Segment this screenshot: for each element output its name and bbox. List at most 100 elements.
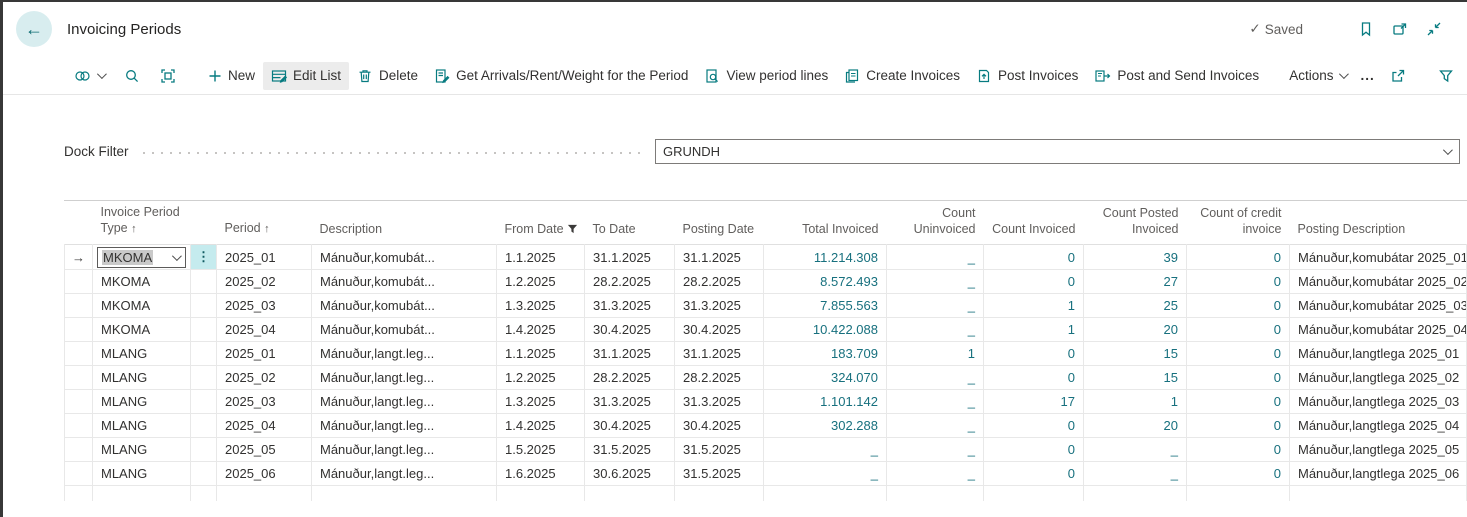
cell-period[interactable]: 2025_01 (216, 341, 312, 366)
cell-to-date[interactable]: 31.1.2025 (584, 244, 675, 270)
cell-period[interactable]: 2025_04 (216, 413, 312, 438)
cell-posting-description[interactable]: Mánuður,langtlega 2025_02 (1289, 365, 1467, 390)
cell-total-invoiced[interactable]: _ (763, 437, 887, 462)
cell-count-of-credit-invoice[interactable]: 0 (1186, 269, 1290, 294)
cell-to-date[interactable]: 30.4.2025 (584, 413, 675, 438)
cell-total-invoiced[interactable]: 302.288 (763, 413, 887, 438)
cell-posting-date[interactable]: 30.4.2025 (674, 317, 764, 342)
cell-from-date[interactable]: 1.4.2025 (496, 317, 585, 342)
cell-description[interactable]: Mánuður,langt.leg... (311, 341, 497, 366)
cell-period[interactable]: 2025_03 (216, 293, 312, 318)
cell-count-posted-invoiced[interactable]: 20 (1083, 413, 1187, 438)
cell-to-date[interactable]: 31.5.2025 (584, 437, 675, 462)
cell-count-of-credit-invoice[interactable]: 0 (1186, 461, 1290, 486)
cell-posting-description[interactable]: Mánuður,komubátar 2025_03 (1289, 293, 1467, 318)
cell-count-invoiced[interactable]: 1 (983, 317, 1084, 342)
post-and-send-button[interactable]: Post and Send Invoices (1086, 62, 1267, 90)
cell-count-invoiced[interactable]: 0 (983, 244, 1084, 270)
cell-count-uninvoiced[interactable]: _ (886, 365, 984, 390)
get-arrivals-button[interactable]: Get Arrivals/Rent/Weight for the Period (426, 62, 696, 90)
cell-description[interactable]: Mánuður,komubát... (311, 269, 497, 294)
dock-filter-combobox[interactable]: GRUNDH (655, 138, 1460, 164)
cell-posting-date[interactable]: 28.2.2025 (674, 269, 764, 294)
row-options-button[interactable]: ⋮ (191, 245, 216, 269)
cell-from-date[interactable]: 1.3.2025 (496, 293, 585, 318)
cell-invoice-period-type[interactable]: MKOMA (92, 244, 191, 270)
cell-description[interactable]: Mánuður,langt.leg... (311, 389, 497, 414)
cell-posting-description[interactable]: Mánuður,komubátar 2025_02 (1289, 269, 1467, 294)
cell-count-posted-invoiced[interactable]: 39 (1083, 244, 1187, 270)
cell-posting-description[interactable]: Mánuður,komubátar 2025_04 (1289, 317, 1467, 342)
cell-invoice-period-type[interactable]: MKOMA (92, 317, 191, 342)
cell-posting-date[interactable]: 30.4.2025 (674, 413, 764, 438)
cell-total-invoiced[interactable]: 11.214.308 (763, 244, 887, 270)
share-icon[interactable] (1381, 62, 1415, 90)
open-in-window-icon[interactable] (1383, 15, 1417, 43)
cell-count-of-credit-invoice[interactable]: 0 (1186, 317, 1290, 342)
cell-count-uninvoiced[interactable]: _ (886, 244, 984, 270)
cell-total-invoiced[interactable]: 8.572.493 (763, 269, 887, 294)
header-total-invoiced[interactable]: Total Invoiced (802, 222, 879, 236)
cell-to-date[interactable]: 31.1.2025 (584, 341, 675, 366)
search-button[interactable] (114, 62, 150, 90)
cell-posting-date[interactable]: 31.1.2025 (674, 244, 764, 270)
collapse-icon[interactable] (1417, 15, 1451, 43)
cell-count-uninvoiced[interactable]: _ (886, 317, 984, 342)
cell-posting-description[interactable]: Mánuður,langtlega 2025_03 (1289, 389, 1467, 414)
cell-invoice-period-type[interactable]: MLANG (92, 389, 191, 414)
cell-description[interactable]: Mánuður,langt.leg... (311, 461, 497, 486)
header-period[interactable]: Period ↑ (224, 221, 270, 235)
cell-invoice-period-type[interactable]: MKOMA (92, 269, 191, 294)
cell-count-uninvoiced[interactable]: _ (886, 389, 984, 414)
cell-posting-description[interactable]: Mánuður,langtlega 2025_01 (1289, 341, 1467, 366)
cell-count-uninvoiced[interactable]: _ (886, 437, 984, 462)
cell-from-date[interactable]: 1.4.2025 (496, 413, 585, 438)
table-row[interactable]: MLANG 2025_05 Mánuður,langt.leg... 1.5.2025… (64, 437, 1467, 462)
cell-count-of-credit-invoice[interactable]: 0 (1186, 389, 1290, 414)
cell-description[interactable]: Mánuður,langt.leg... (311, 437, 497, 462)
cell-description[interactable]: Mánuður,langt.leg... (311, 365, 497, 390)
more-options-button[interactable]: ... (1354, 62, 1380, 89)
header-posting-description[interactable]: Posting Description (1297, 222, 1406, 236)
cell-to-date[interactable]: 28.2.2025 (584, 269, 675, 294)
table-row[interactable]: → MKOMA ⋮ 2025_01 Mánuður,komubát... 1.1.2025… (64, 244, 1467, 270)
cell-total-invoiced[interactable]: 324.070 (763, 365, 887, 390)
cell-from-date[interactable]: 1.2.2025 (496, 365, 585, 390)
cell-to-date[interactable]: 31.3.2025 (584, 389, 675, 414)
header-posting-date[interactable]: Posting Date (682, 222, 755, 236)
cell-count-invoiced[interactable]: 0 (983, 269, 1084, 294)
filter-icon[interactable] (1429, 62, 1463, 90)
cell-from-date[interactable]: 1.1.2025 (496, 341, 585, 366)
header-invoice-period-type[interactable]: Invoice Period Type ↑ (100, 205, 180, 235)
actions-menu-button[interactable]: Actions (1281, 62, 1354, 89)
create-invoices-button[interactable]: Create Invoices (836, 62, 968, 90)
cell-count-posted-invoiced[interactable]: _ (1083, 437, 1187, 462)
cell-description[interactable]: Mánuður,komubát... (311, 317, 497, 342)
cell-invoice-period-type[interactable]: MLANG (92, 341, 191, 366)
cell-invoice-period-type[interactable]: MLANG (92, 413, 191, 438)
cell-posting-description[interactable]: Mánuður,langtlega 2025_06 (1289, 461, 1467, 486)
bookmark-icon[interactable] (1349, 15, 1383, 43)
cell-from-date[interactable]: 1.2.2025 (496, 269, 585, 294)
cell-count-invoiced[interactable]: 0 (983, 365, 1084, 390)
cell-from-date[interactable]: 1.6.2025 (496, 461, 585, 486)
cell-count-uninvoiced[interactable]: _ (886, 293, 984, 318)
cell-total-invoiced[interactable]: 10.422.088 (763, 317, 887, 342)
cell-period[interactable]: 2025_05 (216, 437, 312, 462)
cell-count-posted-invoiced[interactable]: 25 (1083, 293, 1187, 318)
table-row[interactable]: MLANG 2025_04 Mánuður,langt.leg... 1.4.2025… (64, 413, 1467, 438)
cell-count-invoiced[interactable]: 17 (983, 389, 1084, 414)
cell-count-invoiced[interactable]: 0 (983, 437, 1084, 462)
cell-count-posted-invoiced[interactable]: 15 (1083, 341, 1187, 366)
cell-posting-description[interactable]: Mánuður,langtlega 2025_04 (1289, 413, 1467, 438)
table-row[interactable]: MKOMA 2025_03 Mánuður,komubát... 1.3.2025 31… (64, 293, 1467, 318)
cell-posting-date[interactable]: 31.1.2025 (674, 341, 764, 366)
cell-posting-date[interactable]: 31.5.2025 (674, 461, 764, 486)
back-button[interactable]: ← (16, 11, 52, 47)
table-row[interactable]: MKOMA 2025_04 Mánuður,komubát... 1.4.2025 30… (64, 317, 1467, 342)
cell-period[interactable]: 2025_06 (216, 461, 312, 486)
cell-period[interactable]: 2025_04 (216, 317, 312, 342)
view-period-lines-button[interactable]: View period lines (696, 62, 836, 90)
header-description[interactable]: Description (319, 222, 383, 236)
switch-view-button[interactable] (64, 62, 114, 90)
